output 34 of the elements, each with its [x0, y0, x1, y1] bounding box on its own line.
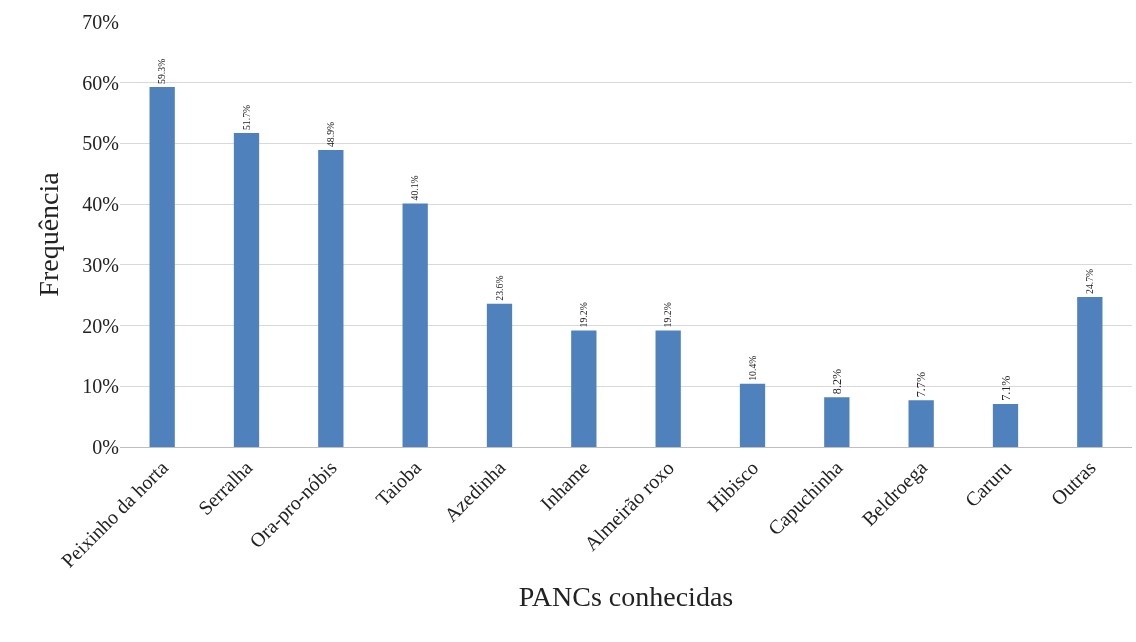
- y-tick-label: 40%: [82, 193, 119, 216]
- bar: [233, 133, 260, 447]
- bar: [486, 303, 513, 447]
- y-tick-label: 0%: [92, 436, 119, 458]
- bar: [992, 403, 1019, 447]
- data-label: 51.7%: [240, 104, 252, 131]
- bar: [1077, 297, 1103, 447]
- y-tick-label: 60%: [82, 71, 119, 94]
- bar: [739, 383, 766, 447]
- data-label: 24.7%: [1084, 268, 1096, 295]
- y-axis-title: Frequência: [33, 171, 65, 297]
- bar: [824, 397, 850, 447]
- data-label: 23.6%: [493, 275, 505, 301]
- y-tick-label: 70%: [82, 11, 119, 33]
- data-label: 10.4%: [746, 355, 758, 381]
- y-tick-label: 10%: [82, 375, 119, 398]
- data-label: 8.2%: [829, 368, 844, 395]
- data-label: 19.2%: [662, 302, 674, 328]
- y-tick-label: 50%: [82, 132, 119, 155]
- bar: [908, 400, 934, 447]
- y-tick-label: 30%: [82, 253, 119, 276]
- y-tick-label: 20%: [82, 314, 119, 337]
- bar: [655, 330, 681, 447]
- x-axis-title: PANCs conhecidas: [518, 580, 734, 612]
- bar: [149, 86, 175, 447]
- bar: [402, 203, 428, 447]
- data-label: 7.1%: [998, 375, 1013, 401]
- data-label: 7.7%: [914, 371, 929, 398]
- bar: [571, 330, 597, 447]
- data-label: 19.2%: [578, 302, 590, 328]
- data-label: 48.9%: [325, 121, 337, 148]
- data-label: 59.3%: [156, 58, 168, 84]
- bar: [318, 150, 344, 447]
- data-label: 40.1%: [409, 175, 421, 201]
